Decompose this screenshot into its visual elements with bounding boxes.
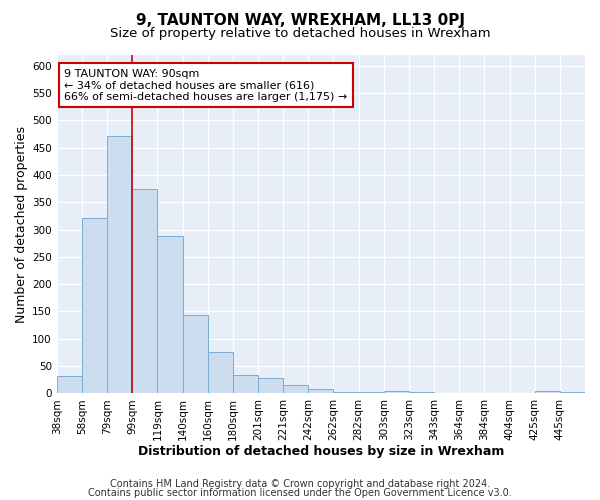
- Bar: [334, 392, 359, 394]
- Bar: [208, 352, 233, 394]
- Y-axis label: Number of detached properties: Number of detached properties: [15, 126, 28, 322]
- Text: 9, TAUNTON WAY, WREXHAM, LL13 0PJ: 9, TAUNTON WAY, WREXHAM, LL13 0PJ: [136, 12, 464, 28]
- Bar: [535, 390, 560, 394]
- Bar: [157, 236, 182, 394]
- Bar: [258, 378, 283, 394]
- Text: Size of property relative to detached houses in Wrexham: Size of property relative to detached ho…: [110, 28, 490, 40]
- Bar: [384, 390, 409, 394]
- Text: Contains public sector information licensed under the Open Government Licence v3: Contains public sector information licen…: [88, 488, 512, 498]
- Bar: [107, 136, 132, 394]
- Bar: [359, 392, 384, 394]
- X-axis label: Distribution of detached houses by size in Wrexham: Distribution of detached houses by size …: [138, 444, 504, 458]
- Bar: [560, 392, 585, 394]
- Text: Contains HM Land Registry data © Crown copyright and database right 2024.: Contains HM Land Registry data © Crown c…: [110, 479, 490, 489]
- Bar: [82, 218, 107, 394]
- Bar: [182, 316, 208, 394]
- Bar: [57, 376, 82, 394]
- Bar: [308, 389, 334, 394]
- Bar: [283, 385, 308, 394]
- Bar: [233, 376, 258, 394]
- Bar: [409, 392, 434, 394]
- Bar: [132, 188, 157, 394]
- Text: 9 TAUNTON WAY: 90sqm
← 34% of detached houses are smaller (616)
66% of semi-deta: 9 TAUNTON WAY: 90sqm ← 34% of detached h…: [64, 68, 347, 102]
